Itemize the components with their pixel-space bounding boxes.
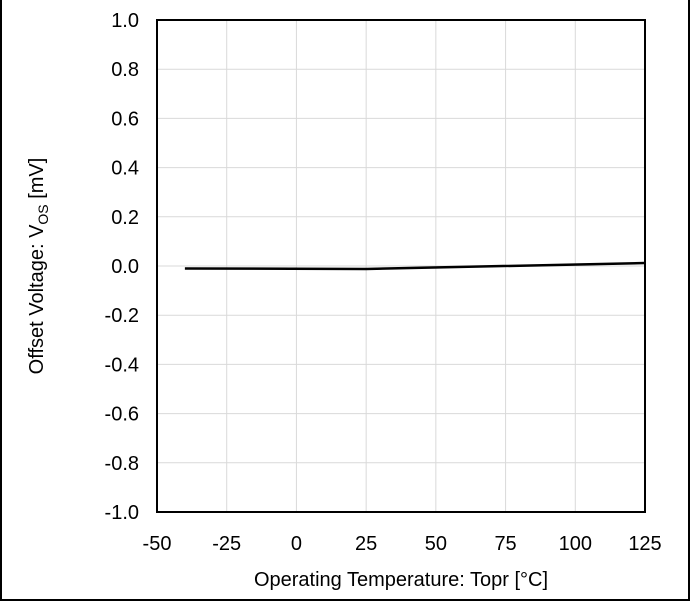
data-series — [184, 261, 646, 271]
x-tick-label: 100 — [559, 533, 592, 555]
y-tick-label: -0.6 — [105, 404, 139, 426]
y-tick-label: -0.2 — [105, 305, 139, 327]
y-axis-title-prefix: Offset Voltage: V — [26, 224, 48, 374]
y-tick-label: 1.0 — [111, 10, 139, 32]
y-tick-label: 0.6 — [111, 108, 139, 130]
x-tick-label: 0 — [291, 533, 302, 555]
x-tick-label: 50 — [425, 533, 447, 555]
x-tick-labels: -50 -25 0 25 50 75 100 125 — [143, 533, 662, 555]
y-axis-title-subscript: OS — [35, 204, 51, 224]
x-tick-label: -50 — [143, 533, 172, 555]
x-tick-label: 25 — [355, 533, 377, 555]
y-tick-label: 0.2 — [111, 207, 139, 229]
y-tick-labels: 1.0 0.8 0.6 0.4 0.2 0.0 -0.2 -0.4 -0.6 -0.8 -1.0 — [105, 10, 139, 524]
y-tick-label: 0.8 — [111, 59, 139, 81]
y-axis-title: Offset Voltage: VOS [mV] — [26, 158, 51, 375]
y-axis-title-suffix: [mV] — [26, 158, 48, 205]
x-tick-label: -25 — [212, 533, 241, 555]
y-tick-label: 0.4 — [111, 158, 139, 180]
plot-area-border — [156, 19, 646, 513]
x-tick-label: 125 — [628, 533, 661, 555]
series-line — [184, 261, 646, 271]
y-tick-label: -0.8 — [105, 453, 139, 475]
grid-lines — [157, 20, 645, 512]
x-axis-title: Operating Temperature: Topr [°C] — [254, 569, 548, 591]
y-tick-label: -0.4 — [105, 354, 139, 376]
y-tick-label: 0.0 — [111, 256, 139, 278]
y-tick-label: -1.0 — [105, 502, 139, 524]
x-tick-label: 75 — [494, 533, 516, 555]
